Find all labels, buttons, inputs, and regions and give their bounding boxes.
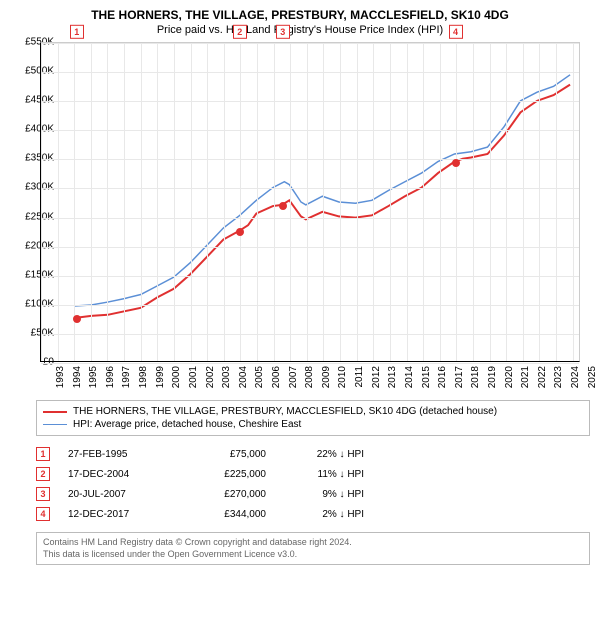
marker-label: 1 bbox=[70, 25, 84, 39]
x-axis-label: 1996 bbox=[105, 366, 116, 388]
marker-label: 3 bbox=[276, 25, 290, 39]
x-axis-label: 2000 bbox=[171, 366, 182, 388]
x-axis-label: 2006 bbox=[271, 366, 282, 388]
x-axis-label: 1993 bbox=[55, 366, 66, 388]
x-axis-label: 2014 bbox=[404, 366, 415, 388]
marker-dot bbox=[236, 228, 244, 236]
footer-line: This data is licensed under the Open Gov… bbox=[43, 549, 583, 561]
x-axis-label: 2004 bbox=[238, 366, 249, 388]
x-axis-label: 2012 bbox=[371, 366, 382, 388]
transaction-index: 1 bbox=[36, 447, 50, 461]
legend-label: THE HORNERS, THE VILLAGE, PRESTBURY, MAC… bbox=[73, 406, 497, 417]
x-axis-label: 2022 bbox=[537, 366, 548, 388]
x-axis-label: 2007 bbox=[288, 366, 299, 388]
x-axis-label: 1998 bbox=[138, 366, 149, 388]
plot-area: 1234 bbox=[40, 42, 580, 362]
marker-label: 2 bbox=[233, 25, 247, 39]
x-axis-label: 2020 bbox=[504, 366, 515, 388]
x-axis-label: 2019 bbox=[487, 366, 498, 388]
marker-label: 4 bbox=[449, 25, 463, 39]
transaction-date: 27-FEB-1995 bbox=[68, 449, 168, 460]
transaction-date: 20-JUL-2007 bbox=[68, 489, 168, 500]
x-axis-label: 2001 bbox=[188, 366, 199, 388]
x-axis-label: 2013 bbox=[387, 366, 398, 388]
x-axis-label: 2015 bbox=[421, 366, 432, 388]
x-axis-label: 2016 bbox=[437, 366, 448, 388]
transaction-price: £75,000 bbox=[186, 449, 266, 460]
series-line bbox=[75, 75, 570, 306]
x-axis-label: 2018 bbox=[471, 366, 482, 388]
transaction-diff: 22% ↓ HPI bbox=[284, 449, 364, 460]
transaction-date: 12-DEC-2017 bbox=[68, 509, 168, 520]
x-axis-label: 2005 bbox=[255, 366, 266, 388]
transaction-price: £225,000 bbox=[186, 469, 266, 480]
transaction-price: £344,000 bbox=[186, 509, 266, 520]
marker-dot bbox=[279, 202, 287, 210]
x-axis-label: 2017 bbox=[454, 366, 465, 388]
x-axis-label: 2024 bbox=[570, 366, 581, 388]
transaction-index: 4 bbox=[36, 507, 50, 521]
chart-title: THE HORNERS, THE VILLAGE, PRESTBURY, MAC… bbox=[0, 0, 600, 22]
transaction-price: £270,000 bbox=[186, 489, 266, 500]
transaction-index: 2 bbox=[36, 467, 50, 481]
legend-item: THE HORNERS, THE VILLAGE, PRESTBURY, MAC… bbox=[43, 405, 583, 418]
x-axis-label: 1997 bbox=[122, 366, 133, 388]
x-axis-label: 2010 bbox=[338, 366, 349, 388]
x-axis-label: 2011 bbox=[354, 366, 365, 388]
legend: THE HORNERS, THE VILLAGE, PRESTBURY, MAC… bbox=[36, 400, 590, 436]
marker-dot bbox=[73, 315, 81, 323]
transaction-row: 4 12-DEC-2017 £344,000 2% ↓ HPI bbox=[36, 504, 590, 524]
chart-area: £0£50K£100K£150K£200K£250K£300K£350K£400… bbox=[36, 42, 596, 392]
x-axis-label: 2003 bbox=[221, 366, 232, 388]
chart-lines bbox=[41, 43, 579, 361]
x-axis-label: 1995 bbox=[88, 366, 99, 388]
legend-swatch bbox=[43, 411, 67, 413]
transactions-table: 1 27-FEB-1995 £75,000 22% ↓ HPI 2 17-DEC-2004… bbox=[36, 444, 590, 524]
legend-label: HPI: Average price, detached house, Ches… bbox=[73, 419, 301, 430]
transaction-row: 3 20-JUL-2007 £270,000 9% ↓ HPI bbox=[36, 484, 590, 504]
transaction-date: 17-DEC-2004 bbox=[68, 469, 168, 480]
transaction-index: 3 bbox=[36, 487, 50, 501]
marker-dot bbox=[452, 159, 460, 167]
x-axis-label: 2021 bbox=[520, 366, 531, 388]
x-axis-label: 2002 bbox=[205, 366, 216, 388]
x-axis-label: 2009 bbox=[321, 366, 332, 388]
x-axis-label: 2023 bbox=[554, 366, 565, 388]
transaction-diff: 2% ↓ HPI bbox=[284, 509, 364, 520]
legend-item: HPI: Average price, detached house, Ches… bbox=[43, 418, 583, 431]
x-axis-label: 2025 bbox=[587, 366, 598, 388]
x-axis-label: 1994 bbox=[72, 366, 83, 388]
transaction-diff: 9% ↓ HPI bbox=[284, 489, 364, 500]
transaction-row: 2 17-DEC-2004 £225,000 11% ↓ HPI bbox=[36, 464, 590, 484]
footer-line: Contains HM Land Registry data © Crown c… bbox=[43, 537, 583, 549]
transaction-row: 1 27-FEB-1995 £75,000 22% ↓ HPI bbox=[36, 444, 590, 464]
attribution-footer: Contains HM Land Registry data © Crown c… bbox=[36, 532, 590, 565]
x-axis-label: 2008 bbox=[304, 366, 315, 388]
chart-subtitle: Price paid vs. HM Land Registry's House … bbox=[0, 22, 600, 42]
legend-swatch bbox=[43, 424, 67, 425]
x-axis-label: 1999 bbox=[155, 366, 166, 388]
transaction-diff: 11% ↓ HPI bbox=[284, 469, 364, 480]
